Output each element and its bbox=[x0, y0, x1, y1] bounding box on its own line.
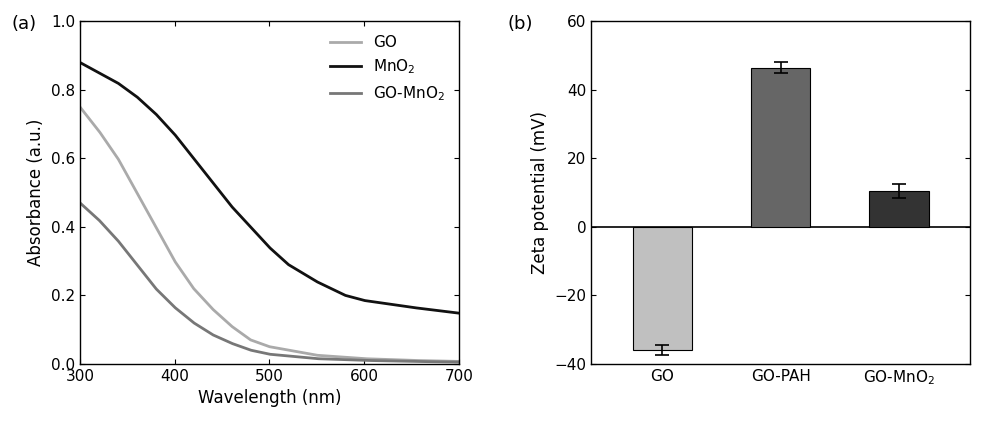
GO bbox=[304, 351, 316, 357]
GO-MnO$_2$ bbox=[361, 358, 373, 363]
MnO$_2$ bbox=[453, 311, 465, 316]
GO bbox=[361, 356, 373, 361]
MnO$_2$ bbox=[304, 275, 316, 280]
MnO$_2$ bbox=[315, 281, 327, 286]
GO bbox=[400, 358, 412, 363]
Bar bbox=[751, 68, 810, 227]
GO bbox=[294, 350, 306, 355]
MnO$_2$ bbox=[74, 60, 86, 65]
GO-MnO$_2$ bbox=[74, 200, 86, 205]
GO bbox=[315, 353, 327, 358]
Y-axis label: Absorbance (a.u.): Absorbance (a.u.) bbox=[27, 119, 45, 266]
MnO$_2$ bbox=[97, 72, 109, 77]
GO bbox=[97, 134, 109, 140]
Text: (a): (a) bbox=[12, 15, 37, 33]
Legend: GO, MnO$_2$, GO-MnO$_2$: GO, MnO$_2$, GO-MnO$_2$ bbox=[324, 29, 451, 109]
Bar bbox=[869, 191, 929, 227]
GO bbox=[453, 359, 465, 364]
GO-MnO$_2$ bbox=[315, 356, 327, 361]
GO-MnO$_2$ bbox=[294, 354, 306, 360]
Y-axis label: Zeta potential (mV): Zeta potential (mV) bbox=[531, 111, 549, 274]
Text: (b): (b) bbox=[508, 15, 533, 33]
GO bbox=[74, 104, 86, 110]
GO-MnO$_2$ bbox=[304, 356, 316, 361]
GO-MnO$_2$ bbox=[97, 222, 109, 227]
MnO$_2$ bbox=[361, 298, 373, 303]
MnO$_2$ bbox=[294, 269, 306, 274]
Bar bbox=[633, 227, 692, 350]
X-axis label: Wavelength (nm): Wavelength (nm) bbox=[198, 389, 341, 407]
Line: GO: GO bbox=[80, 107, 459, 361]
GO-MnO$_2$ bbox=[400, 359, 412, 364]
Line: MnO$_2$: MnO$_2$ bbox=[80, 62, 459, 313]
MnO$_2$ bbox=[400, 304, 412, 309]
GO-MnO$_2$ bbox=[453, 360, 465, 365]
Line: GO-MnO$_2$: GO-MnO$_2$ bbox=[80, 203, 459, 362]
